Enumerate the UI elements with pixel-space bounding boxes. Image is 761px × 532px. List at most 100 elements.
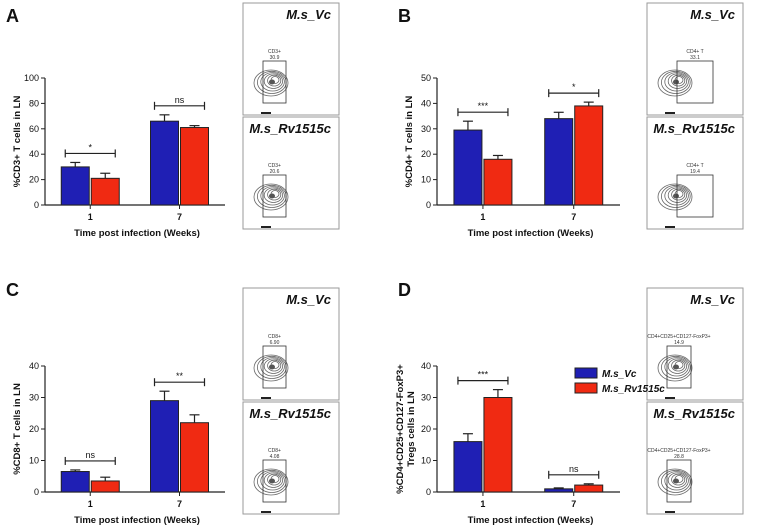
- contour-line: [664, 357, 689, 377]
- gate-box: [666, 345, 692, 389]
- y-tick-label: 0: [34, 200, 39, 210]
- contour-core: [269, 79, 275, 85]
- significance-label: ***: [478, 370, 489, 380]
- significance-label: ns: [85, 450, 95, 460]
- y-tick-label: 10: [421, 456, 431, 466]
- contour-line: [660, 355, 691, 379]
- y-tick-label: 80: [29, 98, 39, 108]
- y-tick-label: 0: [426, 487, 431, 497]
- y-tick-label: 20: [29, 424, 39, 434]
- x-axis-label: Time post infection (Weeks): [74, 228, 200, 239]
- contour-line: [671, 188, 686, 201]
- bar-vc: [453, 129, 483, 206]
- flow-plot-title: M.s_Vc: [690, 7, 736, 22]
- bar-rv: [90, 177, 120, 206]
- y-tick-label: 40: [29, 361, 39, 371]
- flow-plot-title: M.s_Vc: [286, 7, 332, 22]
- legend-vc-swatch: [574, 367, 598, 379]
- contour-line: [657, 354, 693, 382]
- y-tick-label: 0: [34, 487, 39, 497]
- significance-label: ns: [569, 464, 579, 474]
- gate-label: CD8+: [268, 334, 281, 340]
- contour-line: [660, 184, 691, 208]
- x-axis-label: Time post infection (Weeks): [468, 515, 594, 526]
- y-axis-label: Tregs cells in LN: [406, 391, 417, 467]
- contour-line: [657, 183, 693, 211]
- gate-label: CD3+: [268, 163, 281, 169]
- y-tick-label: 40: [421, 361, 431, 371]
- significance-label: ns: [175, 95, 185, 105]
- gate-value: 20.6: [270, 169, 280, 175]
- bar-vc: [60, 166, 90, 206]
- contour-line: [657, 468, 693, 496]
- panel-letter: B: [398, 6, 411, 26]
- bar-rv: [90, 480, 120, 493]
- contour-line: [263, 472, 283, 488]
- contour-line: [660, 469, 691, 493]
- bar-rv: [483, 158, 513, 206]
- flow-plot-frame: [242, 401, 340, 515]
- panel-letter: A: [6, 6, 19, 26]
- panel-letter: D: [398, 280, 411, 300]
- gate-box: [262, 345, 287, 389]
- significance-label: *: [572, 82, 576, 92]
- contour-line: [253, 69, 289, 97]
- contour-line: [267, 188, 282, 201]
- x-tick-label: 7: [571, 499, 576, 509]
- gate-label: CD4+CD25+CD127-FoxP3+: [647, 334, 710, 340]
- contour-line: [267, 74, 282, 87]
- bar-vc: [60, 471, 90, 493]
- bar-rv: [574, 105, 604, 206]
- flow-plot-frame: [646, 2, 744, 116]
- x-tick-label: 7: [177, 499, 182, 509]
- flow-plot-title: M.s_Vc: [286, 292, 332, 307]
- y-tick-label: 40: [421, 98, 431, 108]
- y-tick-label: 0: [426, 200, 431, 210]
- y-axis-label: %CD3+ T cells in LN: [12, 96, 23, 188]
- y-tick-label: 20: [421, 149, 431, 159]
- flow-plot-frame: [242, 2, 340, 116]
- contour-line: [671, 74, 686, 87]
- y-tick-label: 30: [421, 393, 431, 403]
- gate-value: 4.08: [270, 454, 280, 460]
- flow-plot-title: M.s_Vc: [690, 292, 736, 307]
- bar-vc: [544, 488, 574, 493]
- bar-vc: [150, 400, 179, 493]
- contour-core: [673, 478, 679, 484]
- contour-line: [664, 471, 689, 491]
- contour-line: [267, 473, 282, 486]
- contour-core: [269, 193, 275, 199]
- flow-plot-title: M.s_Rv1515c: [249, 121, 331, 136]
- legend-vc-label: M.s_Vc: [602, 369, 637, 380]
- x-tick-label: 7: [177, 212, 182, 222]
- flow-plot-frame: [646, 116, 744, 230]
- y-tick-label: 30: [421, 124, 431, 134]
- bar-vc: [453, 441, 483, 493]
- contour-line: [664, 72, 689, 92]
- x-axis-label: Time post infection (Weeks): [74, 515, 200, 526]
- contour-line: [671, 473, 686, 486]
- x-tick-label: 1: [480, 212, 485, 222]
- contour-line: [664, 186, 689, 206]
- contour-line: [267, 359, 282, 372]
- x-tick-label: 1: [480, 499, 485, 509]
- y-axis-label: %CD8+ T cells in LN: [12, 383, 23, 475]
- contour-core: [269, 364, 275, 370]
- bar-vc: [544, 118, 574, 206]
- gate-value: 28.8: [674, 454, 684, 460]
- gate-box: [676, 174, 714, 218]
- gate-box: [262, 174, 287, 218]
- flow-plot-title: M.s_Rv1515c: [249, 406, 331, 421]
- gate-box: [262, 459, 287, 503]
- contour-core: [673, 193, 679, 199]
- bar-vc: [150, 120, 179, 206]
- contour-line: [260, 186, 285, 206]
- flow-plot-frame: [242, 287, 340, 401]
- gate-value: 19.4: [690, 169, 700, 175]
- panel-letter: C: [6, 280, 19, 300]
- contour-line: [263, 187, 283, 203]
- contour-line: [260, 357, 285, 377]
- gate-box: [666, 459, 692, 503]
- contour-line: [660, 70, 691, 94]
